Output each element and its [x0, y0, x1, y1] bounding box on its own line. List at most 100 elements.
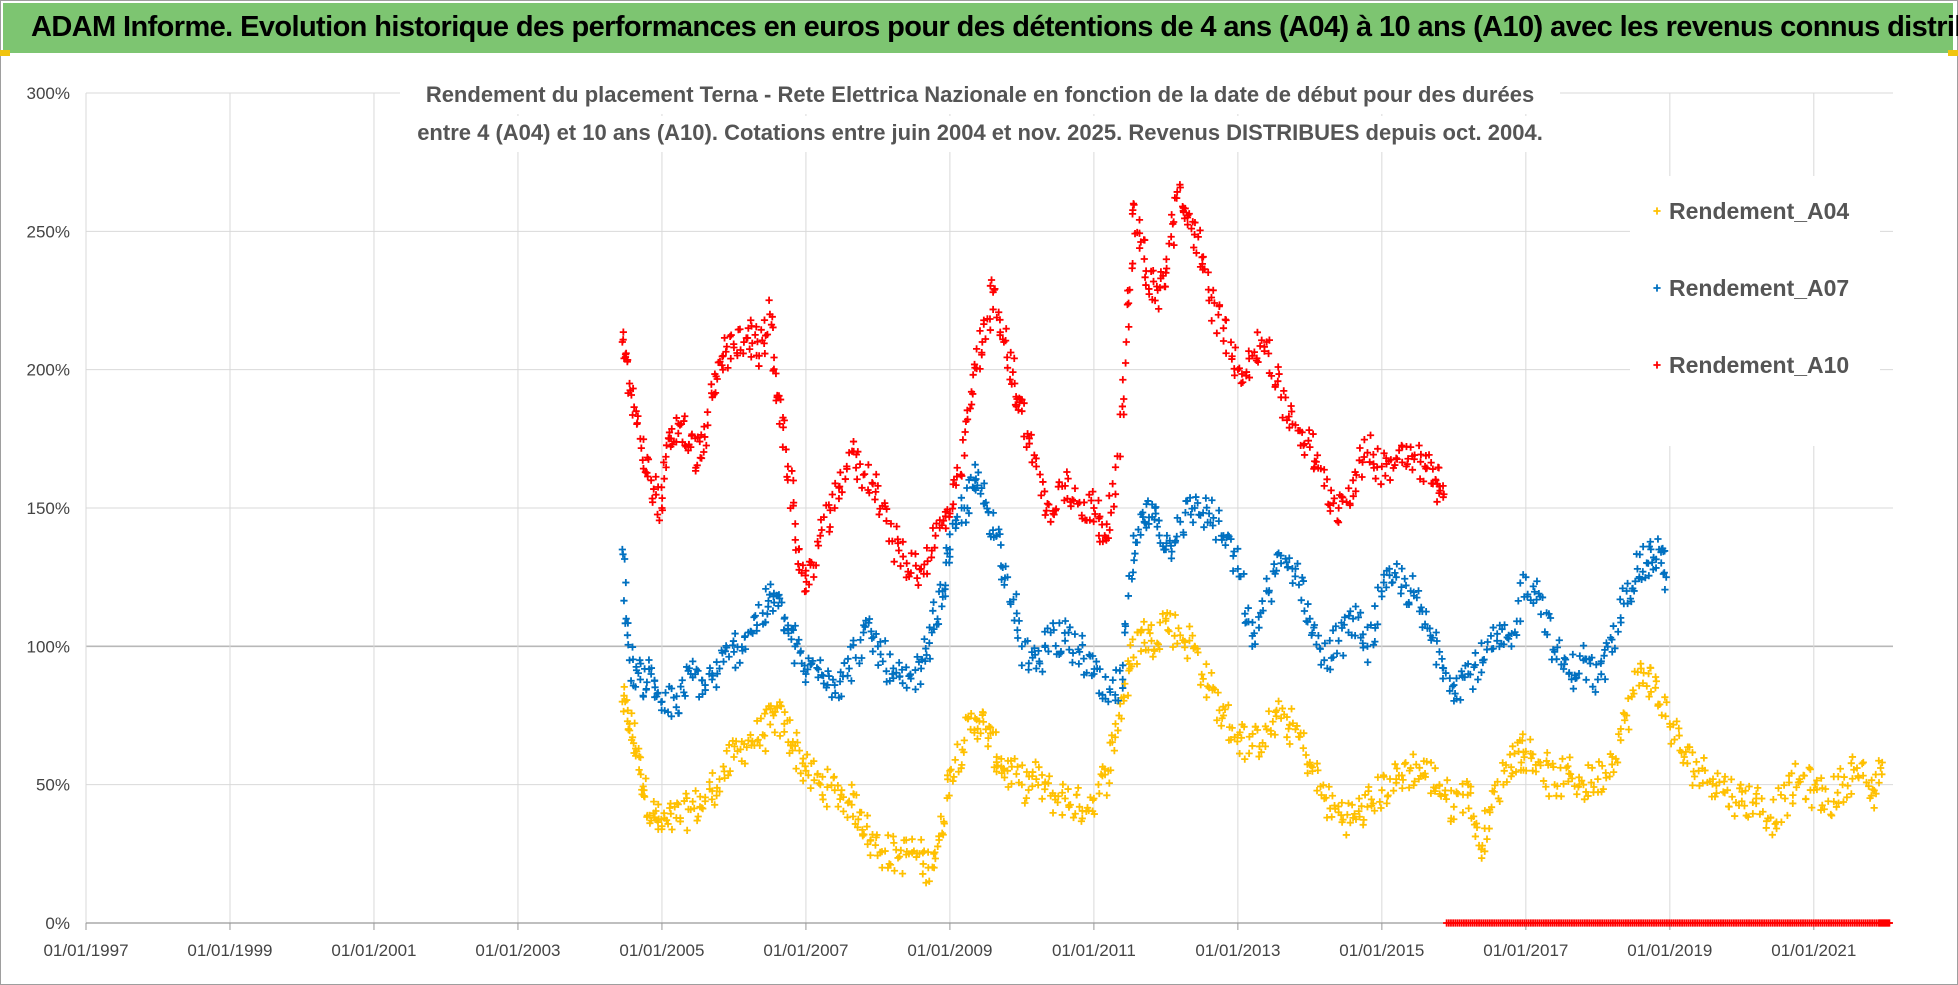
data-point [869, 480, 877, 488]
data-point [1208, 317, 1216, 325]
data-point [1011, 401, 1020, 409]
data-point [1045, 772, 1053, 780]
data-point [917, 565, 925, 573]
data-point [1609, 622, 1618, 630]
data-point [1194, 233, 1202, 241]
data-point [797, 769, 805, 777]
data-point [1487, 803, 1496, 811]
data-point [1303, 769, 1312, 777]
data-point [886, 650, 894, 658]
data-point [753, 621, 761, 629]
data-point [1233, 737, 1241, 746]
data-point [1278, 704, 1286, 713]
data-point [939, 831, 947, 839]
data-point [911, 666, 919, 674]
data-point [1165, 239, 1173, 248]
data-point [729, 637, 738, 645]
data-point [836, 468, 844, 477]
data-point [1272, 567, 1281, 575]
data-point [1356, 444, 1364, 452]
data-point [1011, 379, 1019, 388]
data-point [861, 623, 869, 631]
data-point [772, 369, 780, 378]
data-point [1277, 559, 1285, 567]
data-point [662, 463, 670, 471]
data-point [1437, 792, 1445, 800]
data-point [788, 467, 796, 475]
data-point [761, 710, 769, 718]
data-point [780, 416, 788, 424]
data-point [1285, 412, 1293, 421]
data-point [1281, 393, 1290, 402]
data-point [1024, 786, 1033, 794]
data-point [797, 569, 806, 577]
data-point [992, 768, 1001, 776]
data-point [1450, 681, 1458, 689]
data-point [1381, 472, 1389, 480]
data-point [1470, 812, 1478, 820]
data-point [854, 815, 862, 823]
data-point [1573, 790, 1581, 798]
data-point [1588, 654, 1596, 662]
data-point [858, 654, 866, 662]
data-point [1207, 293, 1216, 302]
data-point [653, 510, 662, 519]
data-point [1061, 637, 1069, 645]
data-point [848, 801, 856, 809]
data-point [873, 831, 881, 839]
data-point [1630, 689, 1638, 698]
data-point [929, 524, 937, 532]
data-point [1401, 575, 1409, 583]
data-point [720, 774, 729, 782]
data-point [1250, 629, 1258, 637]
data-point [802, 767, 810, 775]
data-point [835, 494, 843, 503]
data-point [1489, 644, 1497, 653]
data-point [888, 537, 896, 545]
data-point [768, 313, 776, 321]
data-point [978, 349, 986, 357]
data-point [719, 352, 727, 360]
data-point [1351, 632, 1359, 640]
data-point [1228, 724, 1236, 732]
data-point [1480, 655, 1488, 664]
data-point [1427, 459, 1435, 467]
data-point [1578, 777, 1586, 785]
data-point [1566, 753, 1574, 761]
data-point [816, 656, 824, 664]
data-point [1644, 559, 1652, 567]
data-point [1018, 642, 1026, 650]
data-point [634, 412, 642, 420]
data-point [1565, 670, 1573, 678]
data-point [1646, 538, 1654, 546]
data-point [1209, 286, 1217, 294]
data-point [1161, 283, 1169, 291]
data-point [1293, 722, 1301, 730]
data-point [652, 473, 660, 481]
data-point [778, 598, 786, 607]
data-point [1818, 801, 1826, 809]
data-point [790, 659, 799, 667]
data-point [980, 479, 988, 487]
data-point [931, 532, 940, 540]
data-point [1443, 776, 1451, 784]
data-point [838, 488, 846, 496]
data-point [761, 618, 769, 627]
data-point [1042, 507, 1051, 515]
data-point [1313, 759, 1321, 768]
data-point [917, 836, 925, 844]
data-point [795, 545, 803, 553]
data-point [781, 613, 789, 622]
data-point [1380, 449, 1388, 457]
data-point [1363, 803, 1372, 811]
data-point [1532, 595, 1541, 604]
data-point [1249, 730, 1257, 738]
data-point [1321, 639, 1329, 647]
data-point [1286, 740, 1294, 748]
data-point [1584, 792, 1592, 800]
data-point [896, 562, 905, 570]
data-point [1423, 464, 1431, 472]
data-point [631, 719, 639, 727]
data-point [1389, 787, 1398, 795]
data-point [923, 570, 931, 578]
